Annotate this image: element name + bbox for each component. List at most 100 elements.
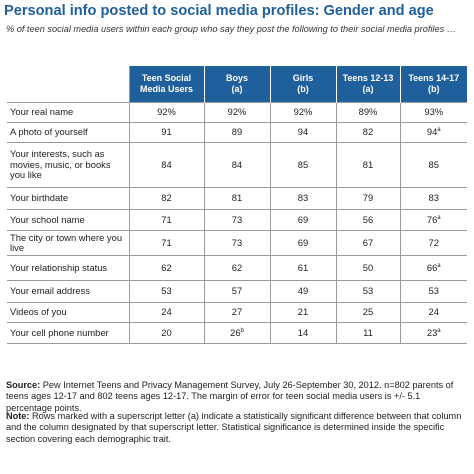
- row-label: Your interests, such as movies, music, o…: [7, 142, 130, 188]
- cell-value: 53: [161, 285, 172, 297]
- cell-value: 69: [297, 213, 309, 225]
- table-row: Your interests, such as movies, music, o…: [7, 142, 467, 188]
- table-cell: 94a: [400, 122, 467, 143]
- table-cell: 81: [204, 187, 271, 210]
- table-cell: 92%: [270, 102, 337, 123]
- table-cell: 69: [270, 209, 337, 231]
- cell-value: 25: [362, 306, 374, 318]
- table-cell: 53: [129, 280, 205, 303]
- table-cell: 57: [204, 280, 271, 303]
- cell-value: 89: [231, 126, 243, 138]
- cell-value: 49: [297, 285, 309, 297]
- row-label: Your email address: [7, 280, 130, 303]
- cell-value: 82: [161, 192, 172, 204]
- significance-marker: a: [437, 262, 441, 269]
- table-cell: 94: [270, 122, 337, 143]
- table-cell: 14: [270, 322, 337, 344]
- cell-value: 79: [362, 192, 374, 204]
- column-header: Teen Social Media Users: [129, 66, 205, 103]
- cell-value: 76: [426, 213, 438, 225]
- table-cell: 85: [400, 142, 467, 188]
- cell-value: 71: [161, 213, 172, 225]
- table-cell: 25: [336, 302, 401, 323]
- cell-value: 56: [362, 213, 374, 225]
- column-header: Teens 14-17 (b): [400, 66, 467, 103]
- table-row: Your birthdate 82 81 83 79 83: [7, 187, 467, 210]
- table-cell: 85: [270, 142, 337, 188]
- table-cell: 89: [204, 122, 271, 143]
- table-row: The city or town where you live 71 73 69 67 7…: [7, 230, 467, 256]
- cell-value: 82: [362, 126, 374, 138]
- cell-value: 73: [231, 236, 243, 248]
- header-blank: [7, 66, 130, 103]
- row-label: The city or town where you live: [7, 230, 130, 256]
- table-cell: 82: [336, 122, 401, 143]
- cell-value: 24: [161, 306, 172, 318]
- footnote: Note: Rows marked with a superscript let…: [6, 411, 468, 445]
- cell-value: 62: [231, 261, 243, 273]
- table-cell: 26b: [204, 322, 271, 344]
- row-label: A photo of yourself: [7, 122, 130, 143]
- cell-value: 85: [297, 158, 309, 170]
- row-label: Your birthdate: [7, 187, 130, 210]
- cell-value: 57: [231, 285, 243, 297]
- significance-marker: a: [437, 214, 441, 221]
- table-row: Your real name 92% 92% 92% 89% 93%: [7, 102, 467, 123]
- cell-value: 20: [161, 326, 172, 338]
- source-text: Pew Internet Teens and Privacy Managemen…: [6, 380, 454, 413]
- table-row: Your cell phone number 20 26b 14 11 23a: [7, 322, 467, 344]
- row-label: Your relationship status: [7, 255, 130, 281]
- cell-value: 81: [231, 192, 243, 204]
- table-cell: 49: [270, 280, 337, 303]
- row-label: Your school name: [7, 209, 130, 231]
- table-cell: 53: [400, 280, 467, 303]
- table-body: Your real name 92% 92% 92% 89% 93% A photo of …: [7, 102, 467, 344]
- cell-value: 83: [297, 192, 309, 204]
- table-cell: 84: [129, 142, 205, 188]
- table-row: A photo of yourself 91 89 94 82 94a: [7, 122, 467, 143]
- table-cell: 61: [270, 255, 337, 281]
- table-cell: 83: [270, 187, 337, 210]
- cell-value: 71: [161, 236, 172, 248]
- table-cell: 11: [336, 322, 401, 344]
- significance-marker: b: [240, 327, 244, 334]
- page-subtitle: % of teen social media users within each…: [6, 24, 456, 34]
- note-label: Note:: [6, 411, 30, 421]
- column-header: Girls (b): [270, 66, 337, 103]
- cell-value: 81: [362, 158, 374, 170]
- cell-value: 61: [297, 261, 309, 273]
- table-cell: 69: [270, 230, 337, 256]
- cell-value: 83: [428, 192, 439, 204]
- row-label: Videos of you: [7, 302, 130, 323]
- table-cell: 89%: [336, 102, 401, 123]
- page-title: Personal info posted to social media pro…: [4, 3, 434, 19]
- table-cell: 53: [336, 280, 401, 303]
- cell-value: 53: [362, 285, 374, 297]
- table-row: Videos of you 24 27 21 25 24: [7, 302, 467, 323]
- table-cell: 73: [204, 209, 271, 231]
- significance-marker: a: [437, 127, 441, 134]
- table-cell: 82: [129, 187, 205, 210]
- cell-value: 14: [297, 326, 309, 338]
- table-cell: 84: [204, 142, 271, 188]
- table-row: Your school name 71 73 69 56 76a: [7, 209, 467, 231]
- table-cell: 24: [129, 302, 205, 323]
- table-cell: 92%: [204, 102, 271, 123]
- cell-value: 73: [231, 213, 243, 225]
- table-cell: 92%: [129, 102, 205, 123]
- cell-value: 85: [428, 158, 439, 170]
- cell-value: 53: [428, 285, 439, 297]
- table-cell: 50: [336, 255, 401, 281]
- table-cell: 73: [204, 230, 271, 256]
- column-header: Teens 12-13 (a): [336, 66, 401, 103]
- cell-value: 94: [297, 126, 309, 138]
- cell-value: 11: [363, 326, 373, 338]
- table-cell: 81: [336, 142, 401, 188]
- cell-value: 84: [231, 158, 243, 170]
- table-cell: 62: [129, 255, 205, 281]
- table-cell: 71: [129, 230, 205, 256]
- table-cell: 72: [400, 230, 467, 256]
- table-cell: 21: [270, 302, 337, 323]
- cell-value: 92%: [227, 106, 247, 118]
- cell-value: 23: [426, 326, 438, 338]
